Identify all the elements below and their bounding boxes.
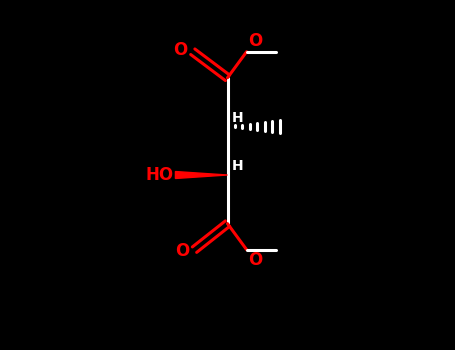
Text: O: O (248, 251, 263, 270)
Text: O: O (248, 32, 263, 50)
Text: O: O (173, 41, 187, 59)
Text: O: O (175, 243, 189, 260)
Text: HO: HO (146, 166, 174, 184)
Polygon shape (176, 172, 228, 178)
Text: H: H (232, 159, 243, 173)
Text: H: H (232, 111, 243, 125)
